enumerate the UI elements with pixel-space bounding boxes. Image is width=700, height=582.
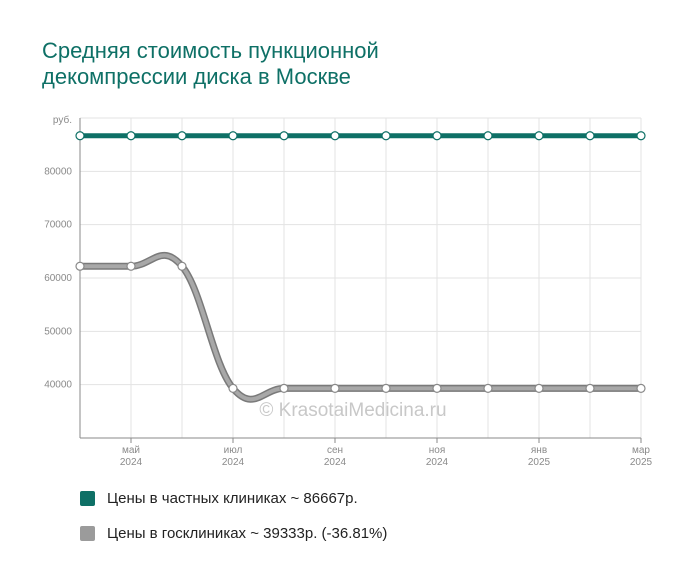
y-tick-label: 60000 — [44, 273, 72, 284]
y-tick-label: 70000 — [44, 220, 72, 231]
data-point-public — [381, 383, 391, 393]
data-point-private — [381, 131, 391, 141]
y-axis-unit-label: руб. — [53, 114, 72, 126]
data-point-public — [279, 383, 289, 393]
legend-label-private: Цены в частных клиниках ~ 86667р. — [107, 490, 358, 507]
data-point-public — [432, 383, 442, 393]
legend-item-private: Цены в частных клиниках ~ 86667р. — [80, 490, 358, 507]
x-tick-label-year: 2025 — [630, 457, 653, 468]
data-point-public — [483, 383, 493, 393]
line-chart: 4000050000600007000080000май2024июл2024с… — [44, 114, 653, 468]
data-point-private — [483, 131, 493, 141]
y-tick-label: 40000 — [44, 380, 72, 391]
legend-label-public: Цены в госклиниках ~ 39333р. (-36.81%) — [107, 525, 388, 542]
data-point-private — [279, 131, 289, 141]
series-line-public-outline — [76, 251, 645, 403]
data-point-private — [534, 131, 544, 141]
data-points — [75, 131, 646, 393]
legend-swatch-private — [80, 491, 95, 506]
legend-swatch-public — [80, 526, 95, 541]
x-tick-label-month: май — [122, 445, 140, 456]
data-point-private — [126, 131, 136, 141]
y-tick-label: 80000 — [44, 166, 72, 177]
x-tick-label-year: 2024 — [426, 457, 449, 468]
data-point-public — [585, 383, 595, 393]
x-tick-label-month: сен — [327, 445, 343, 456]
chart-title: Средняя стоимость пункционной декомпресс… — [42, 38, 642, 90]
data-point-private — [585, 131, 595, 141]
x-tick-label-year: 2024 — [120, 457, 143, 468]
data-point-private — [75, 131, 85, 141]
x-tick-label-month: мар — [632, 445, 650, 456]
data-point-public — [126, 261, 136, 271]
x-tick-label-year: 2024 — [324, 457, 347, 468]
axes: 4000050000600007000080000май2024июл2024с… — [44, 118, 653, 468]
data-point-public — [534, 383, 544, 393]
y-tick-label: 50000 — [44, 326, 72, 337]
data-point-private — [228, 131, 238, 141]
chart-title-line-1: Средняя стоимость пункционной — [42, 38, 379, 63]
x-tick-label-month: ноя — [429, 445, 446, 456]
data-point-private — [636, 131, 646, 141]
series-lines — [76, 133, 645, 403]
x-tick-label-year: 2025 — [528, 457, 551, 468]
legend-item-public: Цены в госклиниках ~ 39333р. (-36.81%) — [80, 525, 387, 542]
data-point-public — [330, 383, 340, 393]
data-point-private — [330, 131, 340, 141]
chart-title-line-2: декомпрессии диска в Москве — [42, 64, 351, 89]
data-point-public — [636, 383, 646, 393]
watermark: © KrasotaiMedicina.ru — [259, 400, 446, 421]
x-tick-label-year: 2024 — [222, 457, 245, 468]
x-tick-label-month: янв — [531, 445, 547, 456]
data-point-private — [177, 131, 187, 141]
data-point-public — [228, 383, 238, 393]
data-point-public — [75, 261, 85, 271]
x-tick-label-month: июл — [224, 445, 243, 456]
series-line-public — [78, 253, 643, 402]
data-point-private — [432, 131, 442, 141]
data-point-public — [177, 261, 187, 271]
